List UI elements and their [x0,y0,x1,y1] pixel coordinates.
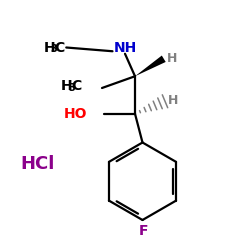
Text: H: H [61,79,73,93]
Text: C: C [54,40,64,54]
Text: 3: 3 [50,44,57,54]
Polygon shape [135,56,166,76]
Text: H: H [167,52,177,64]
Text: C: C [72,79,82,93]
Text: HCl: HCl [20,155,54,173]
Text: HO: HO [64,107,87,121]
Text: 3: 3 [68,83,75,93]
Text: NH: NH [114,41,137,55]
Text: H: H [44,40,56,54]
Text: H: H [168,94,178,107]
Text: F: F [139,224,148,238]
